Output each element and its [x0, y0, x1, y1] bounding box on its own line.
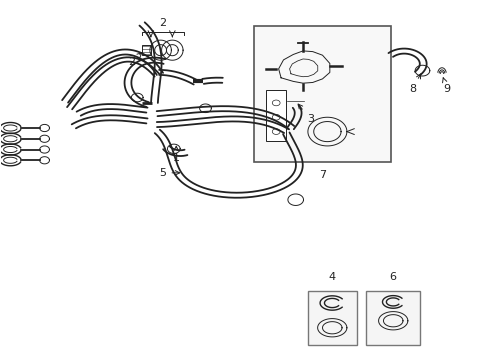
- Bar: [366, 291, 419, 345]
- Text: 4: 4: [328, 272, 335, 282]
- Text: 2: 2: [127, 53, 142, 67]
- FancyBboxPatch shape: [285, 95, 306, 107]
- Text: 2: 2: [159, 18, 166, 28]
- Text: 5: 5: [159, 168, 179, 178]
- Text: 7: 7: [318, 170, 325, 180]
- Text: 8: 8: [408, 74, 420, 94]
- Text: 9: 9: [442, 78, 449, 94]
- Bar: [254, 26, 390, 162]
- Text: 1: 1: [172, 146, 180, 163]
- Text: 3: 3: [298, 104, 313, 124]
- Text: 6: 6: [389, 272, 396, 282]
- Bar: [307, 291, 356, 345]
- Bar: [266, 90, 285, 140]
- Bar: [142, 45, 151, 55]
